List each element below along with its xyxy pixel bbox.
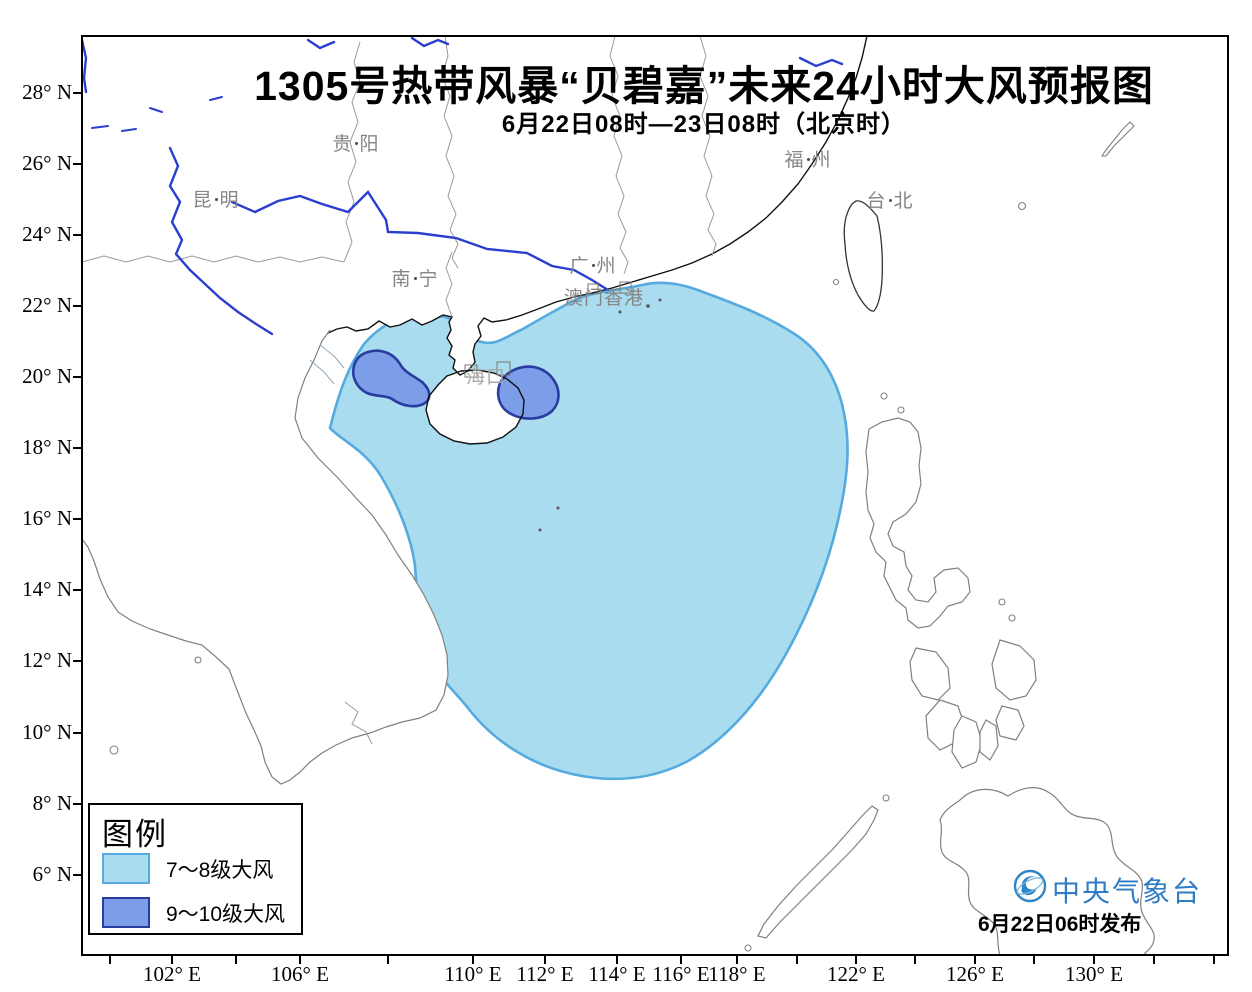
- mainland-asia-landmass: [82, 36, 867, 784]
- samar-island: [991, 639, 1037, 701]
- mindoro-island: [909, 647, 951, 701]
- tiny-reef-dots: [538, 298, 662, 532]
- leyte-island: [995, 705, 1025, 741]
- philippines-islands: [757, 417, 1155, 955]
- palawan-island: [757, 805, 879, 939]
- province-borders: [82, 36, 717, 745]
- gale-region-9-10-west: [351, 349, 431, 408]
- cebu-island: [979, 719, 999, 761]
- vietnam-streams: [309, 344, 345, 385]
- city-boundary-squares: [464, 281, 632, 378]
- mindanao-island: [939, 787, 1155, 955]
- red-river: [168, 146, 274, 336]
- map-frame: [81, 35, 1229, 956]
- hainan-coastline: [425, 369, 525, 445]
- taiwan-island: [843, 200, 883, 312]
- small-islands: [109, 121, 1135, 952]
- negros-island: [951, 715, 983, 769]
- okinawa-island: [1100, 121, 1135, 157]
- longitude-ticks: [109, 955, 1215, 964]
- china-coastline: [327, 36, 868, 376]
- gale-region-9-10-east: [496, 365, 560, 420]
- pearl-river: [230, 190, 610, 292]
- rivers: [82, 36, 844, 336]
- luzon-island: [865, 417, 971, 629]
- indochina-coastline: [82, 329, 449, 785]
- latitude-ticks: [73, 92, 82, 876]
